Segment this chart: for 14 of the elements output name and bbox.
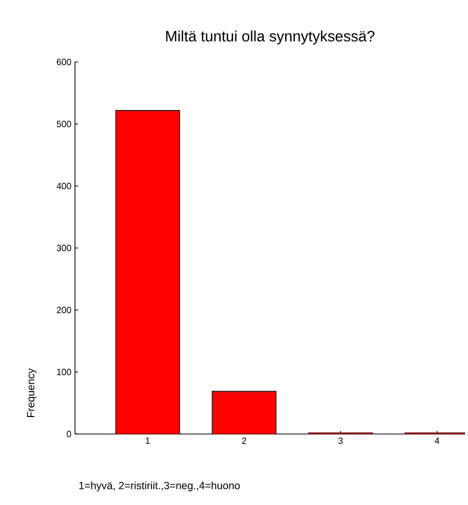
y-tick-label: 0: [66, 430, 72, 438]
y-tick-label: 500: [56, 120, 72, 128]
x-tick-label: 1: [146, 438, 150, 444]
y-tick-label: 600: [56, 58, 72, 66]
y-tick-label: 300: [56, 244, 72, 252]
x-tick-label: 4: [434, 438, 440, 444]
y-axis-title: Frequency: [27, 368, 36, 418]
x-axis-title: 1=hyvä, 2=ristiriit.,3=neg.,4=huono: [79, 482, 240, 492]
y-tick-label: 400: [56, 182, 72, 190]
y-tick-label: 200: [56, 306, 72, 314]
x-tick-label: 3: [338, 438, 343, 444]
chart-title: Miltä tuntui olla synnytyksessä?: [166, 30, 374, 44]
x-tick-label: 2: [242, 438, 246, 444]
y-tick-label: 100: [57, 368, 72, 376]
